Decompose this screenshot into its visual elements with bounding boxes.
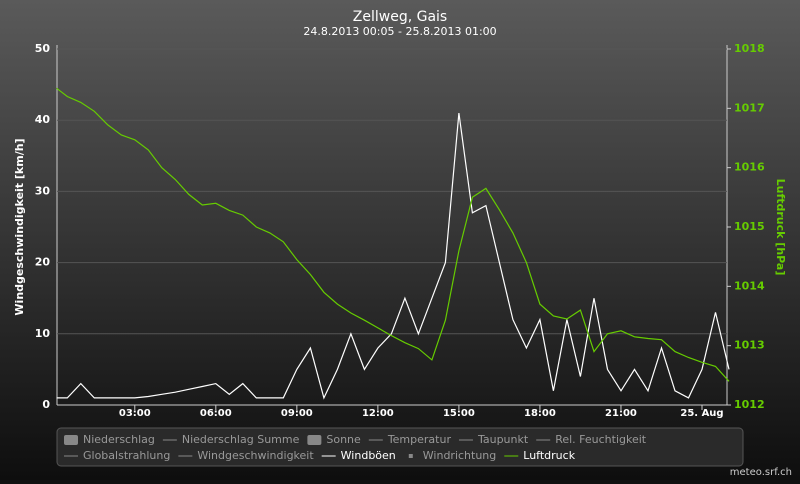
y-tick-label: 40 [35, 113, 51, 126]
y-tick-label: 10 [35, 327, 51, 340]
y2-tick-label: 1015 [734, 220, 765, 233]
x-tick-label: 06:00 [200, 408, 232, 419]
legend-label: Sonne [326, 433, 361, 446]
y-tick-label: 30 [35, 184, 51, 197]
y2-tick-label: 1012 [734, 398, 765, 411]
legend-symbol [307, 435, 322, 445]
y-axis-title: Windgeschwindigkeit [km/h] [13, 138, 26, 315]
y-tick-label: 50 [35, 42, 51, 55]
legend-label: Niederschlag [83, 433, 155, 446]
credits: meteo.srf.ch [730, 467, 792, 478]
x-tick-label: 03:00 [119, 408, 151, 419]
series-line [56, 87, 730, 382]
legend-label: Windgeschwindigkeit [197, 449, 314, 462]
x-tick-label: 25. Aug [680, 408, 723, 419]
chart-title: Zellweg, Gais [353, 9, 447, 25]
y2-axis-title: Luftdruck [hPa] [774, 179, 787, 276]
y-tick-label: 0 [42, 398, 50, 411]
legend-label: Taupunkt [477, 433, 529, 446]
y2-tick-label: 1016 [734, 161, 765, 174]
x-tick-label: 21:00 [605, 408, 637, 419]
x-tick-label: 09:00 [281, 408, 313, 419]
chart-subtitle: 24.8.2013 00:05 - 25.8.2013 01:00 [303, 25, 496, 38]
legend-label: Windböen [341, 449, 396, 462]
legend-label: Globalstrahlung [83, 449, 170, 462]
y2-tick-label: 1017 [734, 101, 765, 114]
y2-tick-label: 1014 [734, 279, 765, 292]
x-tick-label: 15:00 [443, 408, 475, 419]
legend-label: Temperatur [387, 433, 452, 446]
legend-symbol [408, 454, 413, 458]
y2-tick-label: 1018 [734, 42, 765, 55]
y2-tick-label: 1013 [734, 339, 765, 352]
legend-label: Rel. Feuchtigkeit [555, 433, 647, 446]
x-tick-label: 18:00 [524, 408, 556, 419]
series-line [56, 113, 730, 400]
legend-symbol [64, 435, 78, 445]
y-tick-label: 20 [35, 256, 51, 269]
legend-box [56, 427, 744, 467]
legend-label: Windrichtung [423, 449, 496, 462]
legend-label: Niederschlag Summe [182, 433, 300, 446]
x-tick-label: 12:00 [362, 408, 394, 419]
legend-label: Luftdruck [523, 449, 575, 462]
